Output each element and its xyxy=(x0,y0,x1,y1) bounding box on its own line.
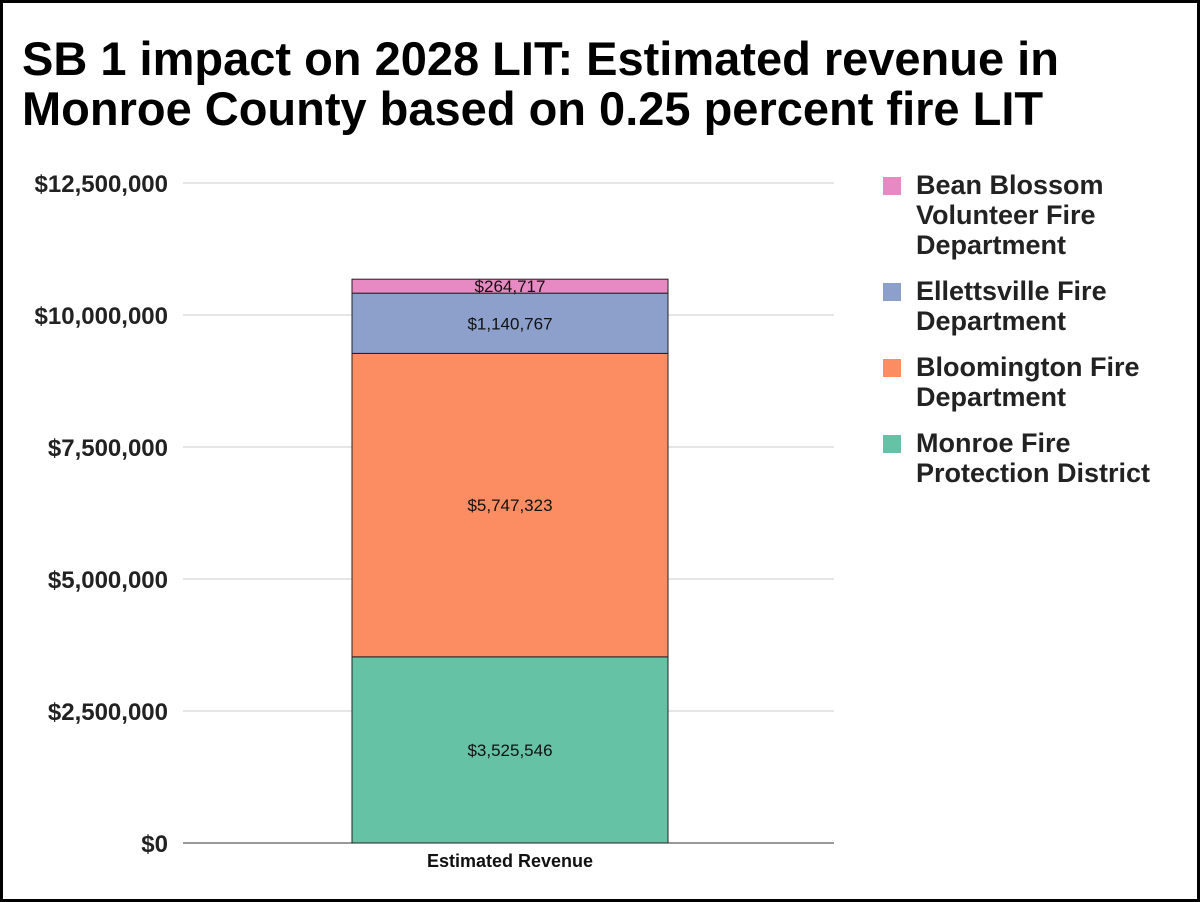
legend-label: Bloomington Fire Department xyxy=(916,352,1140,412)
legend-item-ellettsville: Ellettsville Fire Department xyxy=(880,276,1190,336)
legend-item-monroe: Monroe Fire Protection District xyxy=(880,428,1190,488)
x-category-label: Estimated Revenue xyxy=(427,851,593,871)
legend-swatch xyxy=(883,435,901,453)
legend-item-bloomington: Bloomington Fire Department xyxy=(880,352,1190,412)
y-tick-label: $12,500,000 xyxy=(35,171,168,198)
legend-swatch xyxy=(883,359,901,377)
y-tick-label: $0 xyxy=(141,831,168,858)
data-label: $264,717 xyxy=(475,277,546,296)
legend-swatch xyxy=(883,177,901,195)
bar-segment xyxy=(351,292,669,354)
chart-legend: Bean Blossom Volunteer Fire Department E… xyxy=(880,170,1190,504)
bar-segment xyxy=(351,352,669,658)
bar-segment xyxy=(351,656,669,844)
legend-swatch xyxy=(883,283,901,301)
legend-label: Bean Blossom Volunteer Fire Department xyxy=(916,170,1104,260)
chart-title: SB 1 impact on 2028 LIT: Estimated reven… xyxy=(22,32,1059,135)
data-label: $5,747,323 xyxy=(467,496,552,515)
legend-item-bean-blossom: Bean Blossom Volunteer Fire Department xyxy=(880,170,1190,260)
bar-segment xyxy=(351,278,669,294)
y-tick-label: $7,500,000 xyxy=(48,435,168,462)
data-label: $3,525,546 xyxy=(467,741,552,760)
legend-label: Ellettsville Fire Department xyxy=(916,276,1107,336)
y-tick-label: $2,500,000 xyxy=(48,699,168,726)
legend-label: Monroe Fire Protection District xyxy=(916,428,1151,488)
y-tick-label: $10,000,000 xyxy=(35,303,168,330)
y-tick-label: $5,000,000 xyxy=(48,567,168,594)
data-label: $1,140,767 xyxy=(467,314,552,333)
